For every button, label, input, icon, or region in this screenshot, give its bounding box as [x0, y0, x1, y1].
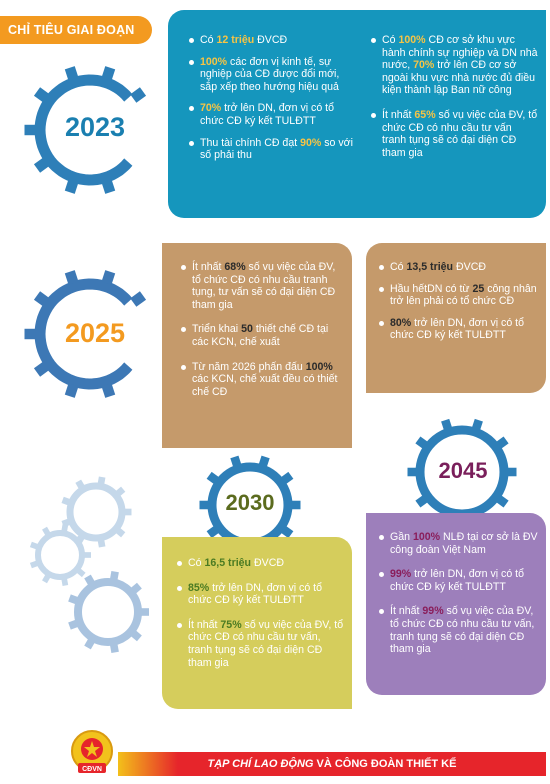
- list-item: Gần 100% NLĐ tại cơ sở là ĐV công đoàn V…: [378, 531, 540, 556]
- list-item: Ít nhất 68% số vụ việc của ĐV, tổ chức C…: [180, 261, 346, 311]
- gear-icon: [61, 476, 132, 548]
- gear-icon: [24, 270, 147, 398]
- year-2045: 2045: [438, 458, 488, 483]
- panel-2023-col1: Có 12 triệu ĐVCĐ 100% các đơn vị kinh tế…: [188, 34, 358, 171]
- year-2023: 2023: [64, 112, 126, 142]
- list-item: 100% các đơn vị kinh tế, sự nghiệp của C…: [188, 56, 358, 94]
- list-item: Ít nhất 75% số vụ việc của ĐV, tổ chức C…: [176, 619, 346, 669]
- list-item: Triển khai 50 thiết chế CĐ tại các KCN, …: [180, 323, 346, 348]
- list-item: 85% trở lên DN, đơn vị có tổ chức CĐ ký …: [176, 582, 346, 607]
- list-item: Có 16,5 triệu ĐVCĐ: [176, 557, 346, 570]
- union-logo: CĐVN: [71, 730, 113, 773]
- list-item: Ít nhất 99% số vụ việc của ĐV, tổ chức C…: [378, 605, 540, 655]
- list-item: 99% trở lên DN, đơn vị có tổ chức CĐ ký …: [378, 568, 540, 593]
- year-2025: 2025: [64, 318, 126, 348]
- section-title: CHỈ TIÊU GIAI ĐOẠN: [0, 16, 152, 44]
- panel-2045: Gần 100% NLĐ tại cơ sở là ĐV công đoàn V…: [366, 513, 546, 695]
- list-item: Có 12 triệu ĐVCĐ: [188, 34, 358, 47]
- list-item: Hầu hếtDN có từ 25 công nhân trở lên phả…: [378, 283, 538, 308]
- list-item: 80% trở lên DN, đơn vị có tổ chức CĐ ký …: [378, 317, 538, 342]
- panel-2030: Có 16,5 triệu ĐVCĐ 85% trở lên DN, đơn v…: [162, 537, 352, 709]
- year-2030: 2030: [225, 490, 275, 515]
- panel-2025-right: Có 13,5 triệu ĐVCĐ Hầu hếtDN có từ 25 cô…: [366, 243, 546, 393]
- panel-2023: Có 12 triệu ĐVCĐ 100% các đơn vị kinh tế…: [168, 10, 546, 218]
- panel-2023-col2: Có 100% CĐ cơ sở khu vực hành chính sự n…: [370, 34, 538, 168]
- list-item: Ít nhất 65% số vụ việc của ĐV, tổ chức C…: [370, 109, 538, 159]
- gear-icon: [29, 523, 91, 587]
- list-item: Có 100% CĐ cơ sở khu vực hành chính sự n…: [370, 34, 538, 97]
- footer-banner: TẠP CHÍ LAO ĐỘNG VÀ CÔNG ĐOÀN THIẾT KẾ: [118, 752, 546, 776]
- list-item: 70% trở lên DN, đơn vị có tổ chức CĐ ký …: [188, 102, 358, 127]
- logo-label: CĐVN: [82, 766, 102, 773]
- list-item: Thu tài chính CĐ đạt 90% so với số phải …: [188, 137, 358, 162]
- list-item: Từ năm 2026 phấn đấu 100% các KCN, chế x…: [180, 361, 346, 399]
- list-item: Có 13,5 triệu ĐVCĐ: [378, 261, 538, 274]
- gear-icon: [68, 570, 149, 654]
- gear-icon: [24, 66, 147, 194]
- panel-2025-left: Ít nhất 68% số vụ việc của ĐV, tổ chức C…: [162, 243, 352, 448]
